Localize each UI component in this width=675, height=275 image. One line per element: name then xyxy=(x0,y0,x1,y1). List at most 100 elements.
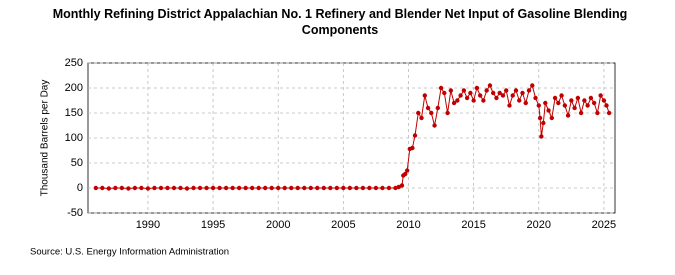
x-tick-label: 2010 xyxy=(396,219,420,231)
data-point xyxy=(591,100,597,106)
data-point xyxy=(269,185,274,191)
x-tick-label: 2015 xyxy=(461,219,485,231)
data-point xyxy=(569,98,574,103)
data-point xyxy=(575,95,581,101)
data-point xyxy=(530,83,535,88)
data-point xyxy=(243,185,248,191)
data-point xyxy=(328,185,333,191)
data-point xyxy=(386,185,392,191)
y-tick-label: 50 xyxy=(71,157,83,169)
data-point xyxy=(276,185,281,191)
data-point xyxy=(354,185,359,191)
data-point xyxy=(139,185,144,191)
y-axis-label: Thousand Barrels per Day xyxy=(40,80,51,197)
data-point xyxy=(598,93,603,98)
data-point xyxy=(422,93,427,98)
data-point xyxy=(526,88,532,93)
chart-title: Monthly Refining District Appalachian No… xyxy=(52,7,628,37)
data-point xyxy=(435,105,441,111)
data-point xyxy=(468,90,473,96)
data-point xyxy=(132,185,138,191)
data-point xyxy=(520,90,525,96)
data-point xyxy=(474,85,480,91)
data-point xyxy=(191,185,196,191)
x-tick-label: 1995 xyxy=(201,219,225,231)
data-point xyxy=(537,115,543,121)
x-tick-label: 1990 xyxy=(136,219,160,231)
data-point xyxy=(152,185,157,191)
data-point xyxy=(448,88,454,93)
data-point xyxy=(321,185,327,191)
source-note: Source: U.S. Energy Information Administ… xyxy=(30,247,229,258)
x-tick-label: 2000 xyxy=(266,219,290,231)
data-point xyxy=(490,90,496,96)
data-point xyxy=(606,110,612,116)
data-point xyxy=(308,185,313,191)
data-point xyxy=(539,134,544,139)
data-point xyxy=(315,185,320,191)
data-point xyxy=(119,185,125,191)
y-tick-label: 0 xyxy=(77,182,83,194)
data-point xyxy=(565,113,571,118)
y-tick-label: 250 xyxy=(65,57,83,69)
data-point xyxy=(438,85,444,91)
data-point xyxy=(210,185,216,191)
data-point xyxy=(578,110,584,116)
data-point xyxy=(295,185,300,191)
data-point xyxy=(585,103,590,108)
data-point xyxy=(425,105,431,111)
data-point xyxy=(487,83,493,88)
data-point xyxy=(461,88,467,93)
data-point xyxy=(541,120,546,126)
data-point xyxy=(93,185,99,191)
data-point xyxy=(217,185,222,191)
data-point xyxy=(256,185,261,191)
data-point xyxy=(347,185,353,191)
data-point xyxy=(559,93,564,98)
data-point xyxy=(504,88,509,93)
data-point xyxy=(510,93,515,98)
data-point xyxy=(442,90,447,96)
data-point xyxy=(171,185,177,191)
y-tick-label: 200 xyxy=(65,82,83,94)
data-point xyxy=(419,115,424,121)
data-point xyxy=(367,185,372,191)
data-point xyxy=(562,103,568,108)
data-point xyxy=(451,100,457,106)
data-point xyxy=(497,90,502,96)
data-point xyxy=(556,100,561,106)
data-point xyxy=(464,95,470,101)
data-point xyxy=(429,110,434,116)
data-point xyxy=(249,185,255,191)
data-point xyxy=(604,103,609,108)
data-point xyxy=(282,185,287,191)
y-tick-label: 100 xyxy=(65,132,83,144)
data-point xyxy=(533,95,538,101)
data-point xyxy=(113,185,118,191)
data-point xyxy=(100,185,105,191)
data-point xyxy=(334,185,340,191)
data-point xyxy=(223,185,229,191)
data-point xyxy=(494,95,499,101)
data-point xyxy=(302,185,307,191)
data-point xyxy=(477,93,483,98)
data-point xyxy=(552,95,558,101)
data-point xyxy=(445,110,450,116)
data-point xyxy=(523,100,528,106)
data-point xyxy=(572,105,577,111)
data-point xyxy=(204,185,209,191)
data-point xyxy=(546,108,551,113)
x-tick-label: 2005 xyxy=(331,219,355,231)
data-point xyxy=(158,185,164,191)
data-point xyxy=(484,88,489,93)
data-point xyxy=(262,185,268,191)
data-point xyxy=(582,98,587,103)
data-point xyxy=(517,98,522,103)
y-tick-label: 150 xyxy=(65,107,83,119)
data-point xyxy=(432,123,437,128)
data-point xyxy=(380,185,385,191)
data-point xyxy=(126,186,131,191)
data-point xyxy=(165,185,170,191)
